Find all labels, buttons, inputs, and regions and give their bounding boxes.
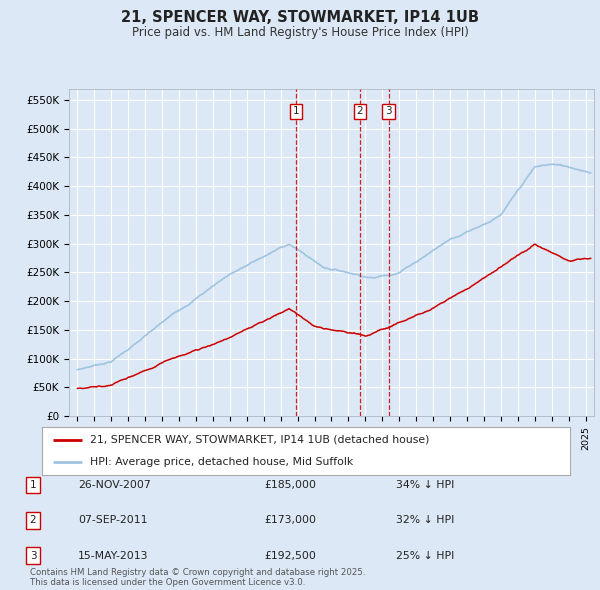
Text: 1: 1: [293, 106, 299, 116]
Text: 07-SEP-2011: 07-SEP-2011: [78, 516, 148, 525]
Text: £192,500: £192,500: [264, 551, 316, 560]
Text: Price paid vs. HM Land Registry's House Price Index (HPI): Price paid vs. HM Land Registry's House …: [131, 26, 469, 39]
Text: 3: 3: [385, 106, 392, 116]
Text: 2: 2: [29, 516, 37, 525]
Text: 21, SPENCER WAY, STOWMARKET, IP14 1UB (detached house): 21, SPENCER WAY, STOWMARKET, IP14 1UB (d…: [89, 435, 429, 445]
Text: 32% ↓ HPI: 32% ↓ HPI: [396, 516, 454, 525]
Text: £173,000: £173,000: [264, 516, 316, 525]
Text: £185,000: £185,000: [264, 480, 316, 490]
Text: 21, SPENCER WAY, STOWMARKET, IP14 1UB: 21, SPENCER WAY, STOWMARKET, IP14 1UB: [121, 10, 479, 25]
Text: Contains HM Land Registry data © Crown copyright and database right 2025.
This d: Contains HM Land Registry data © Crown c…: [30, 568, 365, 587]
Text: 26-NOV-2007: 26-NOV-2007: [78, 480, 151, 490]
Text: 3: 3: [29, 551, 37, 560]
Text: 1: 1: [29, 480, 37, 490]
Text: 25% ↓ HPI: 25% ↓ HPI: [396, 551, 454, 560]
Text: 15-MAY-2013: 15-MAY-2013: [78, 551, 149, 560]
Text: HPI: Average price, detached house, Mid Suffolk: HPI: Average price, detached house, Mid …: [89, 457, 353, 467]
Text: 2: 2: [356, 106, 363, 116]
Text: 34% ↓ HPI: 34% ↓ HPI: [396, 480, 454, 490]
